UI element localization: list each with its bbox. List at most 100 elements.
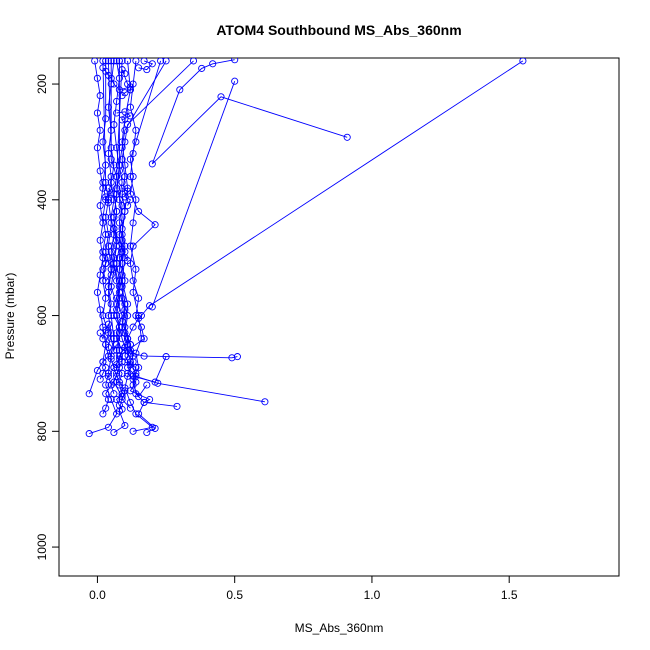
data-point: [124, 364, 132, 372]
x-tick-label: 0.5: [226, 588, 243, 602]
data-point: [96, 375, 104, 383]
data-point: [129, 173, 137, 181]
data-point: [129, 80, 137, 88]
data-point: [110, 390, 118, 398]
data-point: [115, 86, 123, 94]
y-tick-label: 200: [35, 74, 49, 94]
data-point: [233, 353, 241, 361]
series-line: [121, 60, 265, 403]
data-point: [126, 196, 134, 204]
data-point: [118, 66, 126, 74]
data-point: [209, 60, 217, 68]
data-point: [126, 387, 134, 395]
data-point: [148, 60, 156, 68]
data-point: [135, 294, 143, 302]
data-point: [118, 213, 126, 221]
data-point: [140, 352, 148, 360]
data-point: [135, 393, 143, 401]
data-point: [93, 144, 101, 152]
data-point: [93, 74, 101, 82]
series-layer: [85, 58, 527, 438]
plot-frame: [58, 57, 620, 577]
data-point: [137, 323, 145, 331]
data-point: [132, 369, 140, 377]
data-point: [151, 221, 159, 229]
data-point: [126, 358, 134, 366]
data-point: [102, 364, 110, 372]
data-point: [113, 109, 121, 117]
data-point: [143, 381, 151, 389]
data-point: [96, 126, 104, 134]
data-point: [91, 58, 99, 65]
data-point: [121, 108, 129, 116]
data-point: [102, 115, 110, 123]
series-line: [151, 59, 348, 165]
data-point: [115, 161, 123, 169]
data-point: [129, 323, 137, 331]
data-point: [121, 277, 129, 285]
data-point: [107, 242, 115, 250]
y-tick-label: 1000: [35, 533, 49, 560]
data-point: [110, 80, 118, 88]
data-point: [113, 184, 121, 192]
data-point: [162, 58, 170, 65]
data-point: [121, 358, 129, 366]
data-point: [151, 378, 159, 386]
data-point: [107, 189, 115, 197]
x-tick-label: 0.0: [89, 588, 106, 602]
data-point: [124, 335, 132, 343]
data-point: [121, 387, 129, 395]
data-point: [121, 193, 129, 201]
data-point: [99, 64, 107, 72]
data-point: [135, 64, 143, 72]
data-point: [121, 138, 129, 146]
data-point: [124, 202, 132, 210]
data-point: [231, 58, 239, 64]
data-point: [118, 245, 126, 253]
data-point: [104, 372, 112, 380]
data-point: [118, 225, 126, 233]
data-point: [110, 254, 118, 262]
data-point: [132, 312, 140, 320]
data-point: [132, 58, 140, 65]
data-point: [99, 358, 107, 366]
data-point: [115, 294, 123, 302]
chart-title: ATOM4 Southbound MS_Abs_360nm: [216, 22, 461, 38]
data-point: [107, 283, 115, 291]
data-point: [124, 187, 132, 195]
data-point: [143, 428, 151, 437]
data-point: [107, 155, 115, 163]
data-point: [85, 390, 93, 398]
data-point: [129, 427, 137, 435]
data-point: [115, 196, 123, 204]
data-point: [121, 300, 129, 308]
data-point: [104, 320, 112, 328]
data-point: [102, 259, 110, 268]
data-point: [217, 93, 225, 101]
data-point: [104, 423, 112, 431]
data-point: [118, 92, 126, 100]
x-axis: 0.0 0.5 1.0 1.5: [89, 575, 518, 602]
data-point: [231, 77, 239, 85]
data-point: [173, 402, 181, 410]
data-point: [126, 155, 134, 163]
data-point: [118, 283, 126, 291]
data-point: [115, 401, 123, 409]
data-point: [126, 404, 134, 412]
data-point: [124, 58, 132, 65]
data-point: [115, 323, 123, 331]
data-point: [115, 378, 123, 386]
data-point: [126, 103, 134, 111]
data-point: [99, 58, 107, 65]
data-point: [107, 178, 115, 186]
data-point: [107, 300, 115, 308]
data-point: [102, 277, 110, 285]
data-point: [124, 312, 132, 320]
data-point: [118, 236, 126, 244]
data-point: [118, 259, 126, 268]
data-point: [118, 335, 126, 343]
data-point: [102, 404, 110, 412]
data-point: [113, 207, 121, 215]
data-point: [129, 381, 137, 389]
data-point: [228, 354, 236, 362]
